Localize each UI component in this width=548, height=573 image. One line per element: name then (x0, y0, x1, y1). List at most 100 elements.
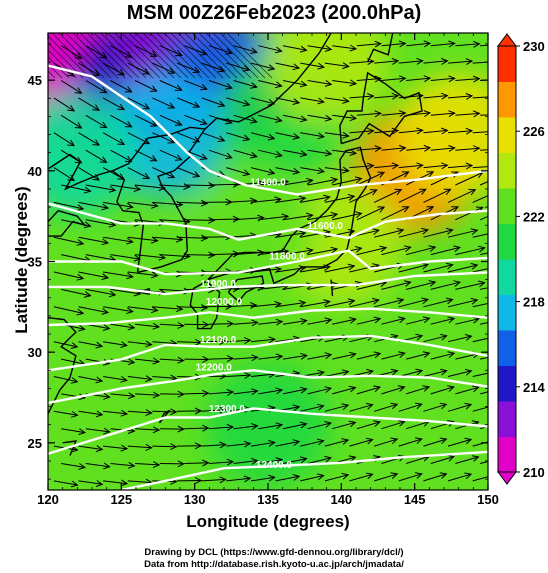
wind-arrow (127, 201, 159, 209)
wind-arrow (423, 262, 454, 273)
y-tick-label: 25 (28, 436, 42, 451)
contour-line-4 (48, 307, 488, 327)
wind-arrow (332, 385, 357, 395)
field-sample-16 (48, 362, 140, 487)
wind-arrow (53, 167, 76, 182)
wind-arrow (307, 386, 332, 395)
contour-line-7 (48, 407, 488, 455)
wind-arrow (455, 75, 481, 83)
wind-arrow (374, 437, 399, 447)
wind-arrow (61, 219, 92, 229)
y-tick-label: 30 (28, 345, 42, 360)
hatch-line (128, 33, 175, 79)
wind-arrow (282, 456, 308, 464)
colorbar-segment (498, 81, 516, 118)
wind-arrow (381, 385, 406, 395)
wind-arrow (406, 351, 431, 360)
wind-arrow (282, 318, 308, 325)
wind-arrow (85, 114, 108, 129)
wind-arrow (282, 80, 308, 88)
wind-arrow (159, 425, 185, 433)
wind-arrow (423, 57, 449, 65)
wind-arrow (250, 167, 276, 176)
wind-arrow (258, 387, 284, 395)
wind-arrow (53, 376, 79, 384)
contour-line-2 (48, 249, 488, 276)
x-tick-label: 140 (330, 492, 352, 507)
wind-arrow (159, 460, 185, 468)
wind-arrow (423, 333, 448, 343)
wind-arrow (233, 149, 258, 159)
wind-arrow (282, 247, 314, 256)
wind-arrow (208, 45, 233, 55)
wind-arrow (258, 114, 283, 123)
wind-arrow (78, 306, 110, 315)
wind-arrow (356, 245, 388, 256)
coast-hokkaido (339, 71, 423, 145)
wind-arrow (430, 145, 456, 152)
wind-arrow (110, 114, 133, 128)
wind-arrow (356, 75, 382, 83)
y-tick-label: 35 (28, 255, 42, 270)
contour-label-7: 12300.0 (209, 404, 246, 415)
wind-arrow (53, 480, 79, 488)
wind-arrow (159, 321, 185, 329)
wind-arrow (398, 227, 429, 238)
wind-arrow (53, 306, 85, 316)
wind-arrow (282, 421, 308, 430)
credit-line-data: Data from http://database.rish.kyoto-u.a… (144, 559, 404, 570)
wind-arrow (356, 145, 382, 153)
wind-arrow (381, 206, 410, 221)
wind-arrow (53, 132, 76, 147)
wind-arrow (110, 461, 136, 469)
wind-arrow (349, 402, 374, 412)
wind-arrow (307, 79, 333, 87)
wind-arrow (349, 58, 375, 66)
wind-arrow (85, 45, 108, 59)
hatch-line (48, 77, 49, 78)
wind-arrow (472, 195, 488, 203)
wind-arrow (78, 132, 101, 146)
wind-arrow (472, 476, 488, 482)
wind-arrow (430, 454, 455, 464)
wind-arrow (455, 385, 480, 395)
wind-arrow (184, 321, 210, 329)
wind-arrow (332, 317, 357, 325)
hatch-line (191, 33, 238, 79)
wind-arrow (258, 80, 283, 89)
hatch-line (177, 33, 224, 79)
colorbar-tick-label: 230 (523, 39, 545, 54)
wind-arrow (324, 62, 350, 70)
wind-arrow (398, 437, 423, 447)
wind-arrow (78, 236, 110, 246)
contour-line-3 (48, 271, 488, 296)
wind-arrow (472, 96, 488, 99)
wind-arrow (250, 336, 277, 344)
wind-arrow (275, 299, 307, 308)
wind-arrow (282, 177, 314, 186)
wind-arrow (381, 316, 406, 325)
wind-arrow (307, 317, 333, 325)
wind-arrow (201, 476, 227, 484)
wind-arrow (85, 462, 111, 470)
colorbar-tick-label: 226 (523, 124, 545, 139)
wind-arrow (61, 428, 86, 436)
wind-arrow (423, 127, 449, 135)
wind-arrow (159, 356, 185, 364)
wind-arrow (406, 316, 431, 325)
wind-arrow (102, 97, 126, 111)
wind-arrow (479, 322, 488, 325)
wind-arrow (226, 97, 251, 107)
wind-arrow (152, 62, 176, 74)
wind-arrow (472, 372, 488, 377)
coast-kyushu (189, 280, 221, 330)
colorbar-segment (498, 401, 516, 437)
x-tick-label: 120 (37, 492, 59, 507)
field-sample-8 (264, 33, 389, 124)
wind-arrow (423, 402, 448, 412)
wind-arrow (374, 92, 400, 100)
wind-arrow (398, 162, 424, 170)
wind-arrow (324, 194, 356, 203)
wind-arrow (226, 301, 258, 309)
